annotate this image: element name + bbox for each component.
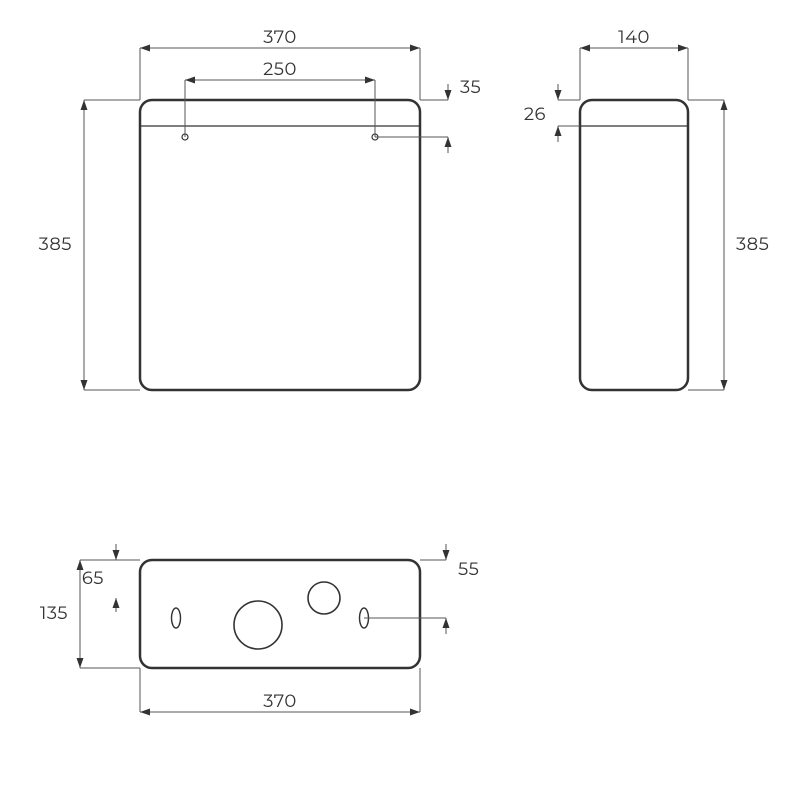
- top-view: [140, 560, 420, 668]
- dim-side-140: 140: [580, 26, 688, 100]
- dim-top-65: 65: [82, 544, 140, 612]
- front-view: [140, 100, 420, 390]
- dim-top-370: 370: [140, 668, 420, 716]
- dim-front-35: 35: [375, 76, 481, 153]
- side-outline: [580, 100, 688, 390]
- dim-front-250-label: 250: [263, 58, 297, 80]
- dim-top-55: 55: [364, 544, 479, 634]
- dim-front-370-label: 370: [263, 26, 297, 48]
- dim-front-35-label: 35: [460, 76, 481, 98]
- dim-front-250: 250: [185, 58, 375, 137]
- dim-top-135-label: 135: [40, 602, 68, 624]
- dim-side-385-label: 385: [736, 233, 769, 255]
- dim-top-55-label: 55: [458, 558, 479, 580]
- dim-side-385: 385: [688, 100, 769, 390]
- dim-top-65-label: 65: [82, 567, 104, 589]
- dim-front-385: 385: [39, 100, 140, 390]
- front-outline: [140, 100, 420, 390]
- side-view: [580, 100, 688, 390]
- dim-side-140-label: 140: [618, 26, 650, 48]
- dim-front-385-label: 385: [39, 233, 72, 255]
- dim-side-26: 26: [524, 84, 580, 142]
- dim-top-370-label: 370: [263, 690, 297, 712]
- dim-side-26-label: 26: [524, 103, 546, 125]
